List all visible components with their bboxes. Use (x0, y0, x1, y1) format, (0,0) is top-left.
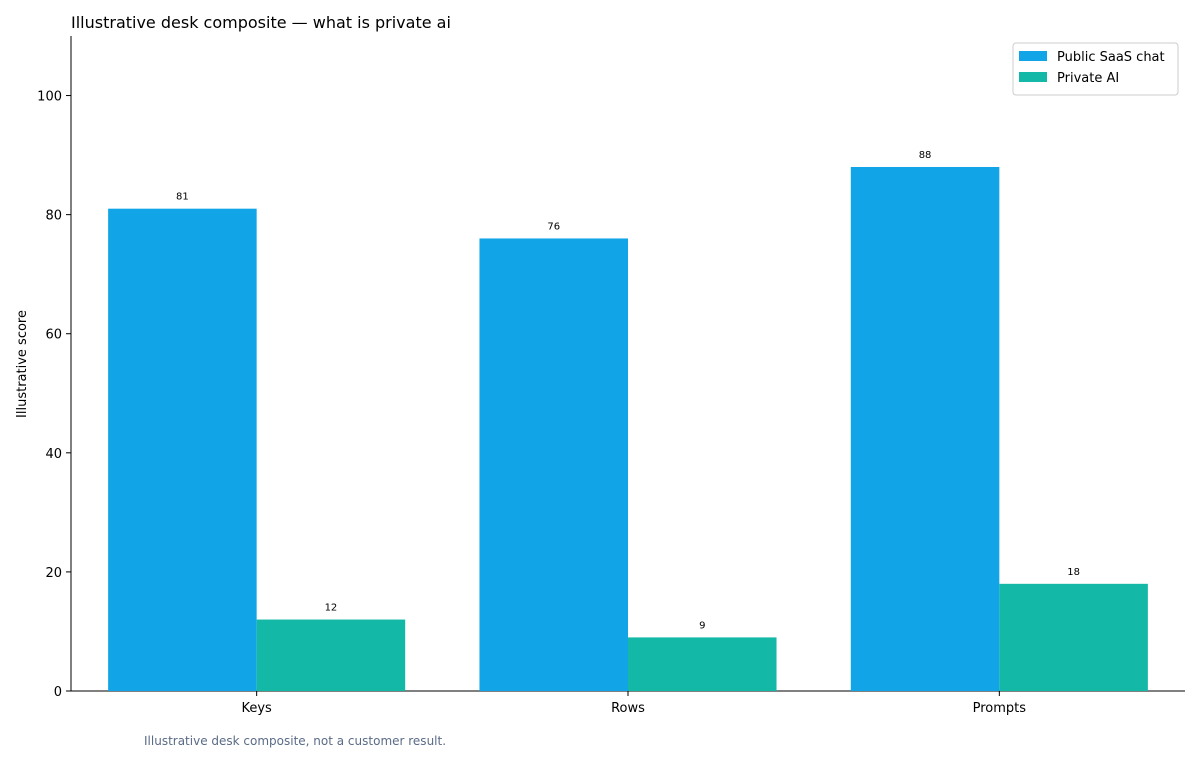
y-tick-label: 40 (45, 447, 62, 462)
y-axis-label: Illustrative score (15, 310, 30, 418)
x-tick-label: Rows (611, 701, 645, 716)
bar-value-label: 76 (547, 221, 560, 232)
bar-value-label: 81 (176, 192, 189, 203)
bar (628, 637, 777, 691)
bar-value-label: 18 (1067, 567, 1080, 578)
legend-swatch (1019, 72, 1047, 82)
legend-swatch (1019, 51, 1047, 61)
bar (108, 208, 257, 691)
bar (479, 238, 628, 692)
bar-value-label: 9 (699, 620, 705, 631)
y-tick-label: 0 (54, 685, 62, 700)
chart-title: Illustrative desk composite — what is pr… (71, 13, 451, 32)
y-tick-label: 60 (45, 328, 62, 343)
bar (256, 619, 406, 691)
legend-box (1012, 42, 1179, 96)
bar (850, 167, 1000, 691)
plot-area: 0 20 40 60 80 100 Keys 81 12 Rows 76 9 Prompts 88 18 (37, 36, 1185, 716)
bar-value-label: 12 (325, 603, 338, 614)
legend-label: Private AI (1057, 71, 1119, 86)
legend: Public SaaS chat Private AI (1012, 42, 1179, 96)
y-tick-label: 20 (45, 566, 62, 581)
x-tick-label: Prompts (973, 701, 1027, 716)
legend-label: Public SaaS chat (1057, 50, 1165, 65)
x-tick-label: Keys (241, 701, 272, 716)
bar-value-label: 88 (919, 150, 932, 161)
y-tick-label: 100 (37, 90, 62, 105)
y-tick-label: 80 (45, 209, 62, 224)
footnote: Illustrative desk composite, not a custo… (144, 734, 446, 748)
bar (999, 583, 1148, 691)
